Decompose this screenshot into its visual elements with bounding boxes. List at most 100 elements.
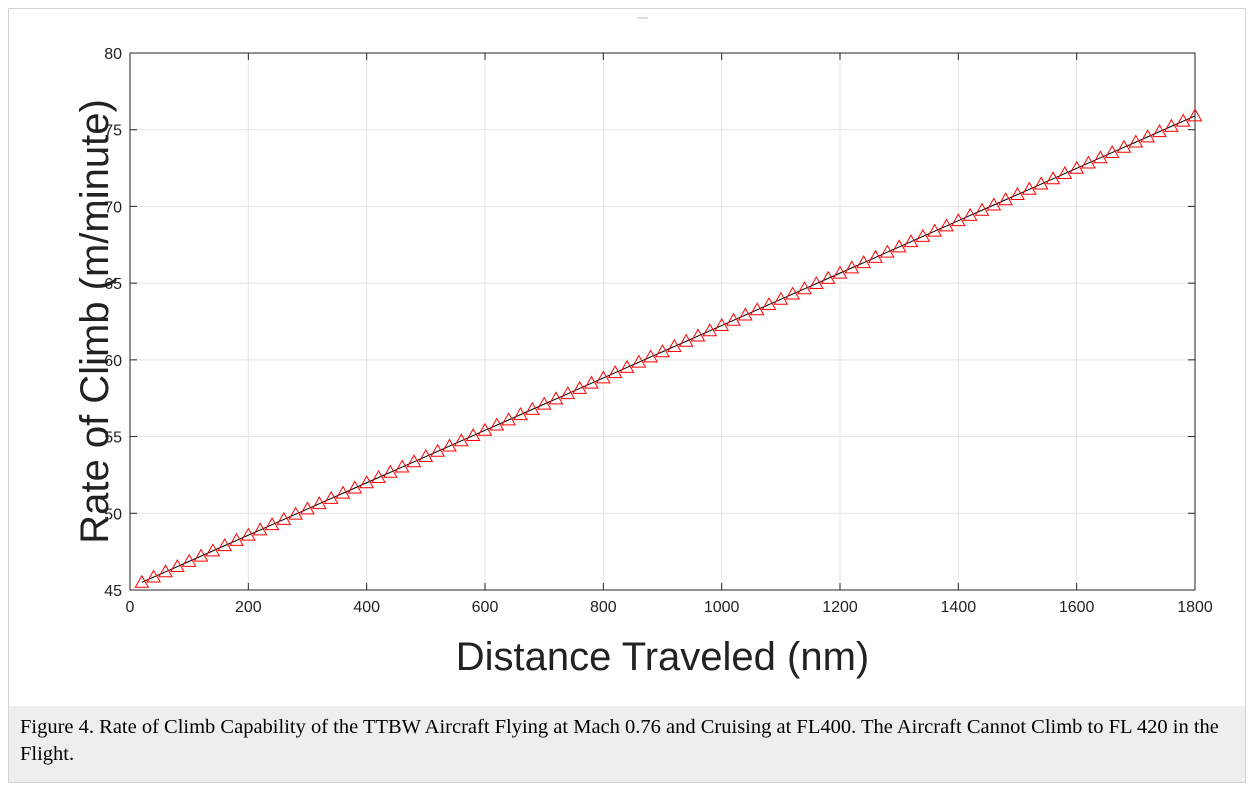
- data-point-marker: [1175, 113, 1191, 127]
- data-point-marker: [868, 249, 883, 263]
- data-point-marker: [643, 349, 659, 363]
- data-point-marker: [181, 553, 197, 567]
- data-point-marker: [442, 438, 457, 452]
- tick-labels: 0 200 400 600 800 1000 1200 1400 1600 1800 45 50 55 6…: [104, 46, 1213, 616]
- data-point-marker: [300, 501, 315, 515]
- data-point-marker: [158, 564, 173, 578]
- data-point-marker: [595, 370, 611, 384]
- axis-ticks: [129, 52, 1196, 591]
- data-point-marker: [1092, 150, 1108, 164]
- data-point-marker: [347, 480, 363, 494]
- figure-frame: [8, 8, 1246, 783]
- y-axis-label: Rate of Climb (m/minute): [73, 99, 117, 544]
- data-point-marker: [690, 328, 706, 342]
- data-point-marker: [808, 275, 824, 290]
- x-tick-label: 200: [235, 599, 262, 616]
- data-point-marker: [726, 312, 741, 326]
- data-point-marker: [335, 485, 351, 499]
- data-point-marker: [939, 218, 954, 232]
- data-point-marker: [950, 213, 966, 227]
- data-point-marker: [1057, 165, 1073, 180]
- data-point-marker: [418, 448, 434, 463]
- data-point-marker: [548, 391, 564, 405]
- data-point-marker: [986, 197, 1002, 211]
- data-point-marker: [1081, 155, 1096, 169]
- y-tick-label: 45: [104, 583, 122, 600]
- data-point-marker: [501, 412, 517, 426]
- data-point-marker: [394, 459, 410, 473]
- data-point-marker: [406, 454, 422, 468]
- data-point-marker: [371, 469, 386, 483]
- plot-area: [129, 52, 1196, 591]
- y-tick-label: 65: [104, 276, 122, 293]
- data-point-marker: [891, 239, 907, 253]
- data-point-marker: [832, 265, 848, 279]
- data-point-marker: [797, 281, 812, 295]
- x-tick-label: 1400: [941, 599, 977, 616]
- data-point-marker: [702, 323, 718, 337]
- data-point-marker: [146, 569, 162, 583]
- data-point-marker: [229, 532, 244, 546]
- y-tick-label: 55: [104, 430, 122, 447]
- data-point-marker: [655, 344, 670, 358]
- data-point-marker: [737, 307, 753, 321]
- data-point-marker: [453, 433, 469, 447]
- data-point-marker: [217, 538, 233, 552]
- data-point-marker: [903, 234, 919, 248]
- x-tick-label: 800: [590, 599, 617, 616]
- y-tick-label: 70: [104, 199, 122, 216]
- data-point-marker: [974, 202, 990, 216]
- data-point-marker: [962, 207, 978, 221]
- data-point-marker: [856, 255, 872, 269]
- data-point-marker: [1152, 124, 1167, 138]
- y-tick-label: 60: [104, 353, 122, 370]
- data-point-marker: [205, 543, 221, 557]
- data-point-marker: [820, 270, 836, 284]
- data-point-marker: [1045, 171, 1061, 185]
- data-point-marker: [359, 475, 375, 489]
- x-tick-label: 1200: [822, 599, 858, 616]
- data-point-marker: [572, 380, 588, 394]
- data-point-marker: [844, 260, 860, 274]
- data-point-marker: [915, 228, 931, 242]
- data-point-marker: [382, 464, 398, 478]
- series-markers: [134, 108, 1203, 588]
- data-point-marker: [998, 192, 1014, 206]
- grid-lines: [129, 52, 1196, 591]
- series-line: [141, 115, 1196, 583]
- data-point-marker: [193, 548, 209, 562]
- data-point-marker: [513, 407, 528, 421]
- data-point-marker: [1033, 176, 1049, 190]
- data-point-marker: [311, 496, 327, 510]
- y-tick-label: 80: [104, 46, 122, 63]
- data-point-marker: [1163, 118, 1179, 132]
- data-point-marker: [489, 417, 505, 431]
- y-tick-label: 50: [104, 506, 122, 523]
- data-point-marker: [584, 375, 599, 389]
- data-point-marker: [430, 443, 446, 457]
- data-point-marker: [666, 338, 682, 352]
- data-point-marker: [1128, 134, 1144, 148]
- data-point-marker: [276, 511, 292, 525]
- figure-caption: Figure 4. Rate of Climb Capability of th…: [9, 706, 1245, 782]
- data-point-marker: [1021, 181, 1037, 195]
- data-point-marker: [134, 574, 150, 588]
- data-point-marker: [761, 296, 777, 311]
- x-tick-label: 1800: [1177, 599, 1213, 616]
- data-point-marker: [264, 517, 280, 531]
- data-point-marker: [1069, 160, 1085, 174]
- data-point-marker: [465, 427, 481, 442]
- x-tick-label: 400: [353, 599, 380, 616]
- data-point-marker: [1140, 129, 1156, 143]
- data-point-marker: [1187, 108, 1203, 122]
- data-point-marker: [524, 401, 540, 415]
- x-tick-label: 600: [472, 599, 499, 616]
- data-point-marker: [560, 386, 576, 400]
- data-point-marker: [252, 522, 268, 536]
- data-point-marker: [631, 354, 647, 368]
- data-point-marker: [323, 490, 339, 504]
- data-point-marker: [240, 527, 256, 541]
- data-point-marker: [1010, 186, 1025, 200]
- data-point-marker: [1104, 144, 1120, 159]
- data-point-marker: [169, 558, 185, 573]
